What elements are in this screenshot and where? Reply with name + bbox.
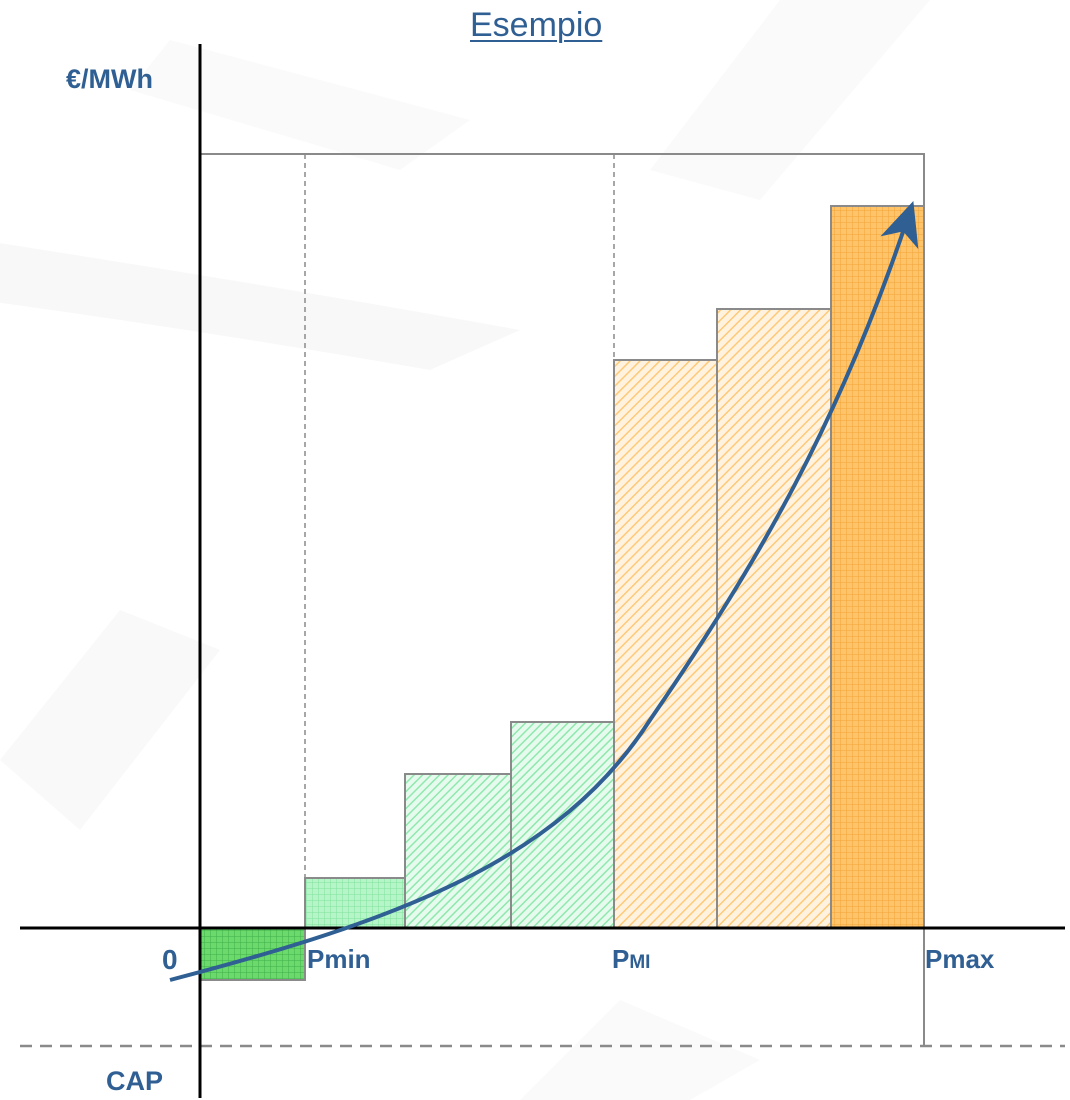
pmi-label-p: P	[612, 944, 630, 974]
bar-band-4	[510, 721, 615, 929]
bars-group	[199, 205, 925, 981]
chart-title: Esempio	[470, 6, 603, 44]
trend-arrow	[169, 201, 919, 982]
origin-label: 0	[162, 944, 178, 975]
cap-label: CAP	[106, 1066, 164, 1096]
upper-bound-box	[200, 153, 925, 1046]
bar-band-6	[716, 308, 832, 929]
bar-band-7	[830, 205, 925, 929]
background-watermark	[0, 0, 930, 1100]
bar-band-2	[304, 877, 406, 929]
pmax-label: Pmax	[925, 944, 995, 974]
pmi-label-sub: MI	[629, 952, 651, 973]
pmi-label: PMI	[612, 944, 650, 975]
pmin-label: Pmin	[307, 944, 371, 974]
y-axis-label: €/MWh	[66, 64, 153, 94]
bar-band-3	[404, 773, 512, 929]
bar-band-1	[199, 927, 306, 981]
